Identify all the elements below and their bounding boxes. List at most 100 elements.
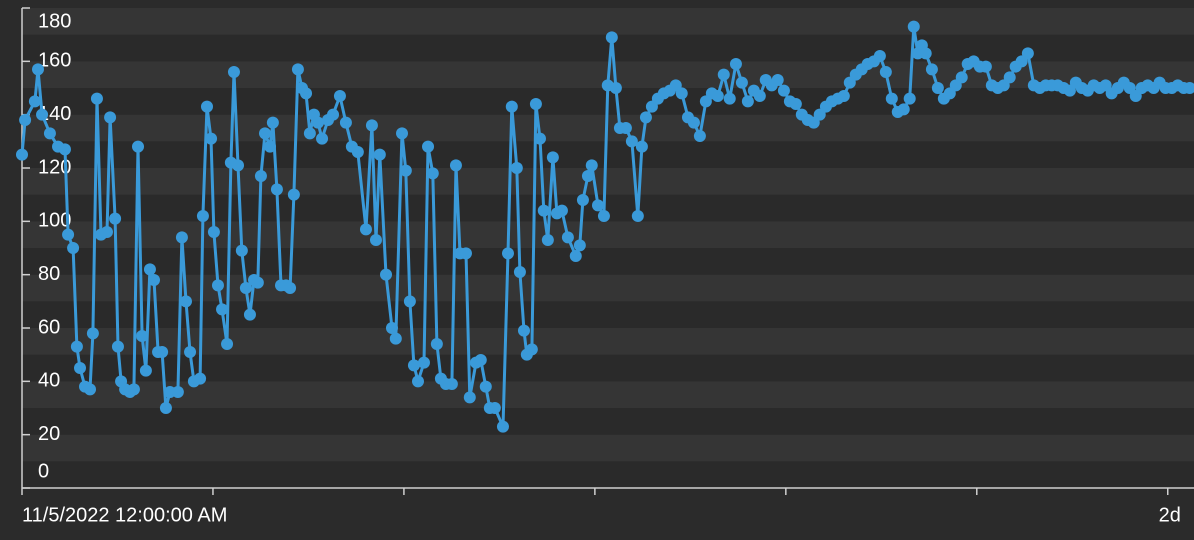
point	[488, 402, 501, 414]
point	[735, 76, 748, 89]
band	[22, 381, 1194, 408]
point	[573, 239, 586, 252]
point	[885, 92, 898, 105]
y-tick-label: 80	[38, 263, 60, 285]
point	[156, 346, 169, 358]
point	[266, 116, 279, 129]
point	[316, 132, 329, 145]
y-tick-label: 100	[38, 210, 71, 232]
point	[581, 170, 594, 182]
point	[561, 231, 574, 244]
point	[132, 140, 145, 153]
band	[22, 8, 1194, 35]
y-tick-label: 120	[38, 156, 71, 178]
point	[303, 127, 316, 140]
point	[396, 127, 409, 140]
point	[711, 90, 724, 102]
band	[22, 168, 1194, 195]
point	[127, 383, 140, 396]
point	[36, 108, 49, 121]
band	[22, 141, 1194, 168]
point	[58, 143, 71, 156]
point	[411, 375, 424, 388]
point	[200, 100, 213, 113]
point	[104, 111, 117, 124]
point	[194, 372, 207, 385]
point	[139, 364, 152, 377]
point	[207, 226, 220, 238]
point	[873, 50, 886, 62]
point	[232, 159, 245, 172]
point	[258, 127, 271, 140]
point	[86, 327, 99, 340]
point	[327, 108, 340, 121]
point	[239, 282, 252, 294]
point	[90, 92, 103, 105]
point	[533, 132, 546, 145]
point	[525, 343, 538, 356]
point	[496, 420, 509, 433]
point	[474, 354, 487, 366]
point	[311, 116, 324, 129]
point	[1021, 47, 1034, 60]
point	[221, 338, 234, 350]
point	[28, 95, 41, 108]
point	[625, 135, 638, 148]
point	[205, 132, 218, 145]
point	[687, 116, 700, 129]
point	[605, 31, 618, 44]
point	[159, 402, 172, 414]
point	[43, 127, 56, 140]
point	[287, 188, 300, 201]
band	[22, 248, 1194, 275]
band	[22, 221, 1194, 248]
point	[422, 140, 435, 153]
point	[109, 212, 122, 225]
point	[196, 210, 209, 222]
point	[693, 130, 706, 142]
point	[631, 210, 644, 222]
point	[505, 100, 518, 113]
point	[555, 204, 568, 217]
point	[385, 322, 398, 334]
point	[789, 98, 802, 110]
point	[529, 98, 542, 110]
y-tick-label: 40	[38, 370, 60, 392]
point	[243, 308, 256, 321]
band	[22, 434, 1194, 462]
point	[675, 87, 688, 100]
point	[369, 234, 382, 246]
point	[270, 183, 283, 196]
point	[16, 148, 28, 161]
point	[211, 279, 224, 292]
point	[333, 90, 346, 102]
point	[179, 295, 192, 308]
point	[537, 204, 550, 217]
point	[919, 47, 932, 60]
point	[445, 378, 458, 390]
band	[22, 408, 1194, 435]
point	[407, 359, 420, 372]
point	[510, 162, 523, 174]
y-tick-label: 180	[38, 10, 71, 32]
point	[227, 66, 240, 78]
point	[399, 164, 412, 177]
point	[741, 95, 754, 108]
point	[517, 324, 530, 337]
band	[22, 274, 1194, 302]
point	[31, 63, 44, 76]
band	[22, 354, 1194, 382]
point	[729, 58, 742, 70]
point	[463, 391, 476, 404]
point	[903, 92, 916, 105]
point	[417, 356, 430, 369]
point	[513, 266, 526, 278]
point	[635, 140, 648, 153]
point	[925, 63, 938, 76]
point	[449, 159, 462, 172]
point	[479, 380, 492, 393]
point	[365, 119, 378, 132]
point	[609, 82, 622, 94]
point	[501, 247, 514, 260]
